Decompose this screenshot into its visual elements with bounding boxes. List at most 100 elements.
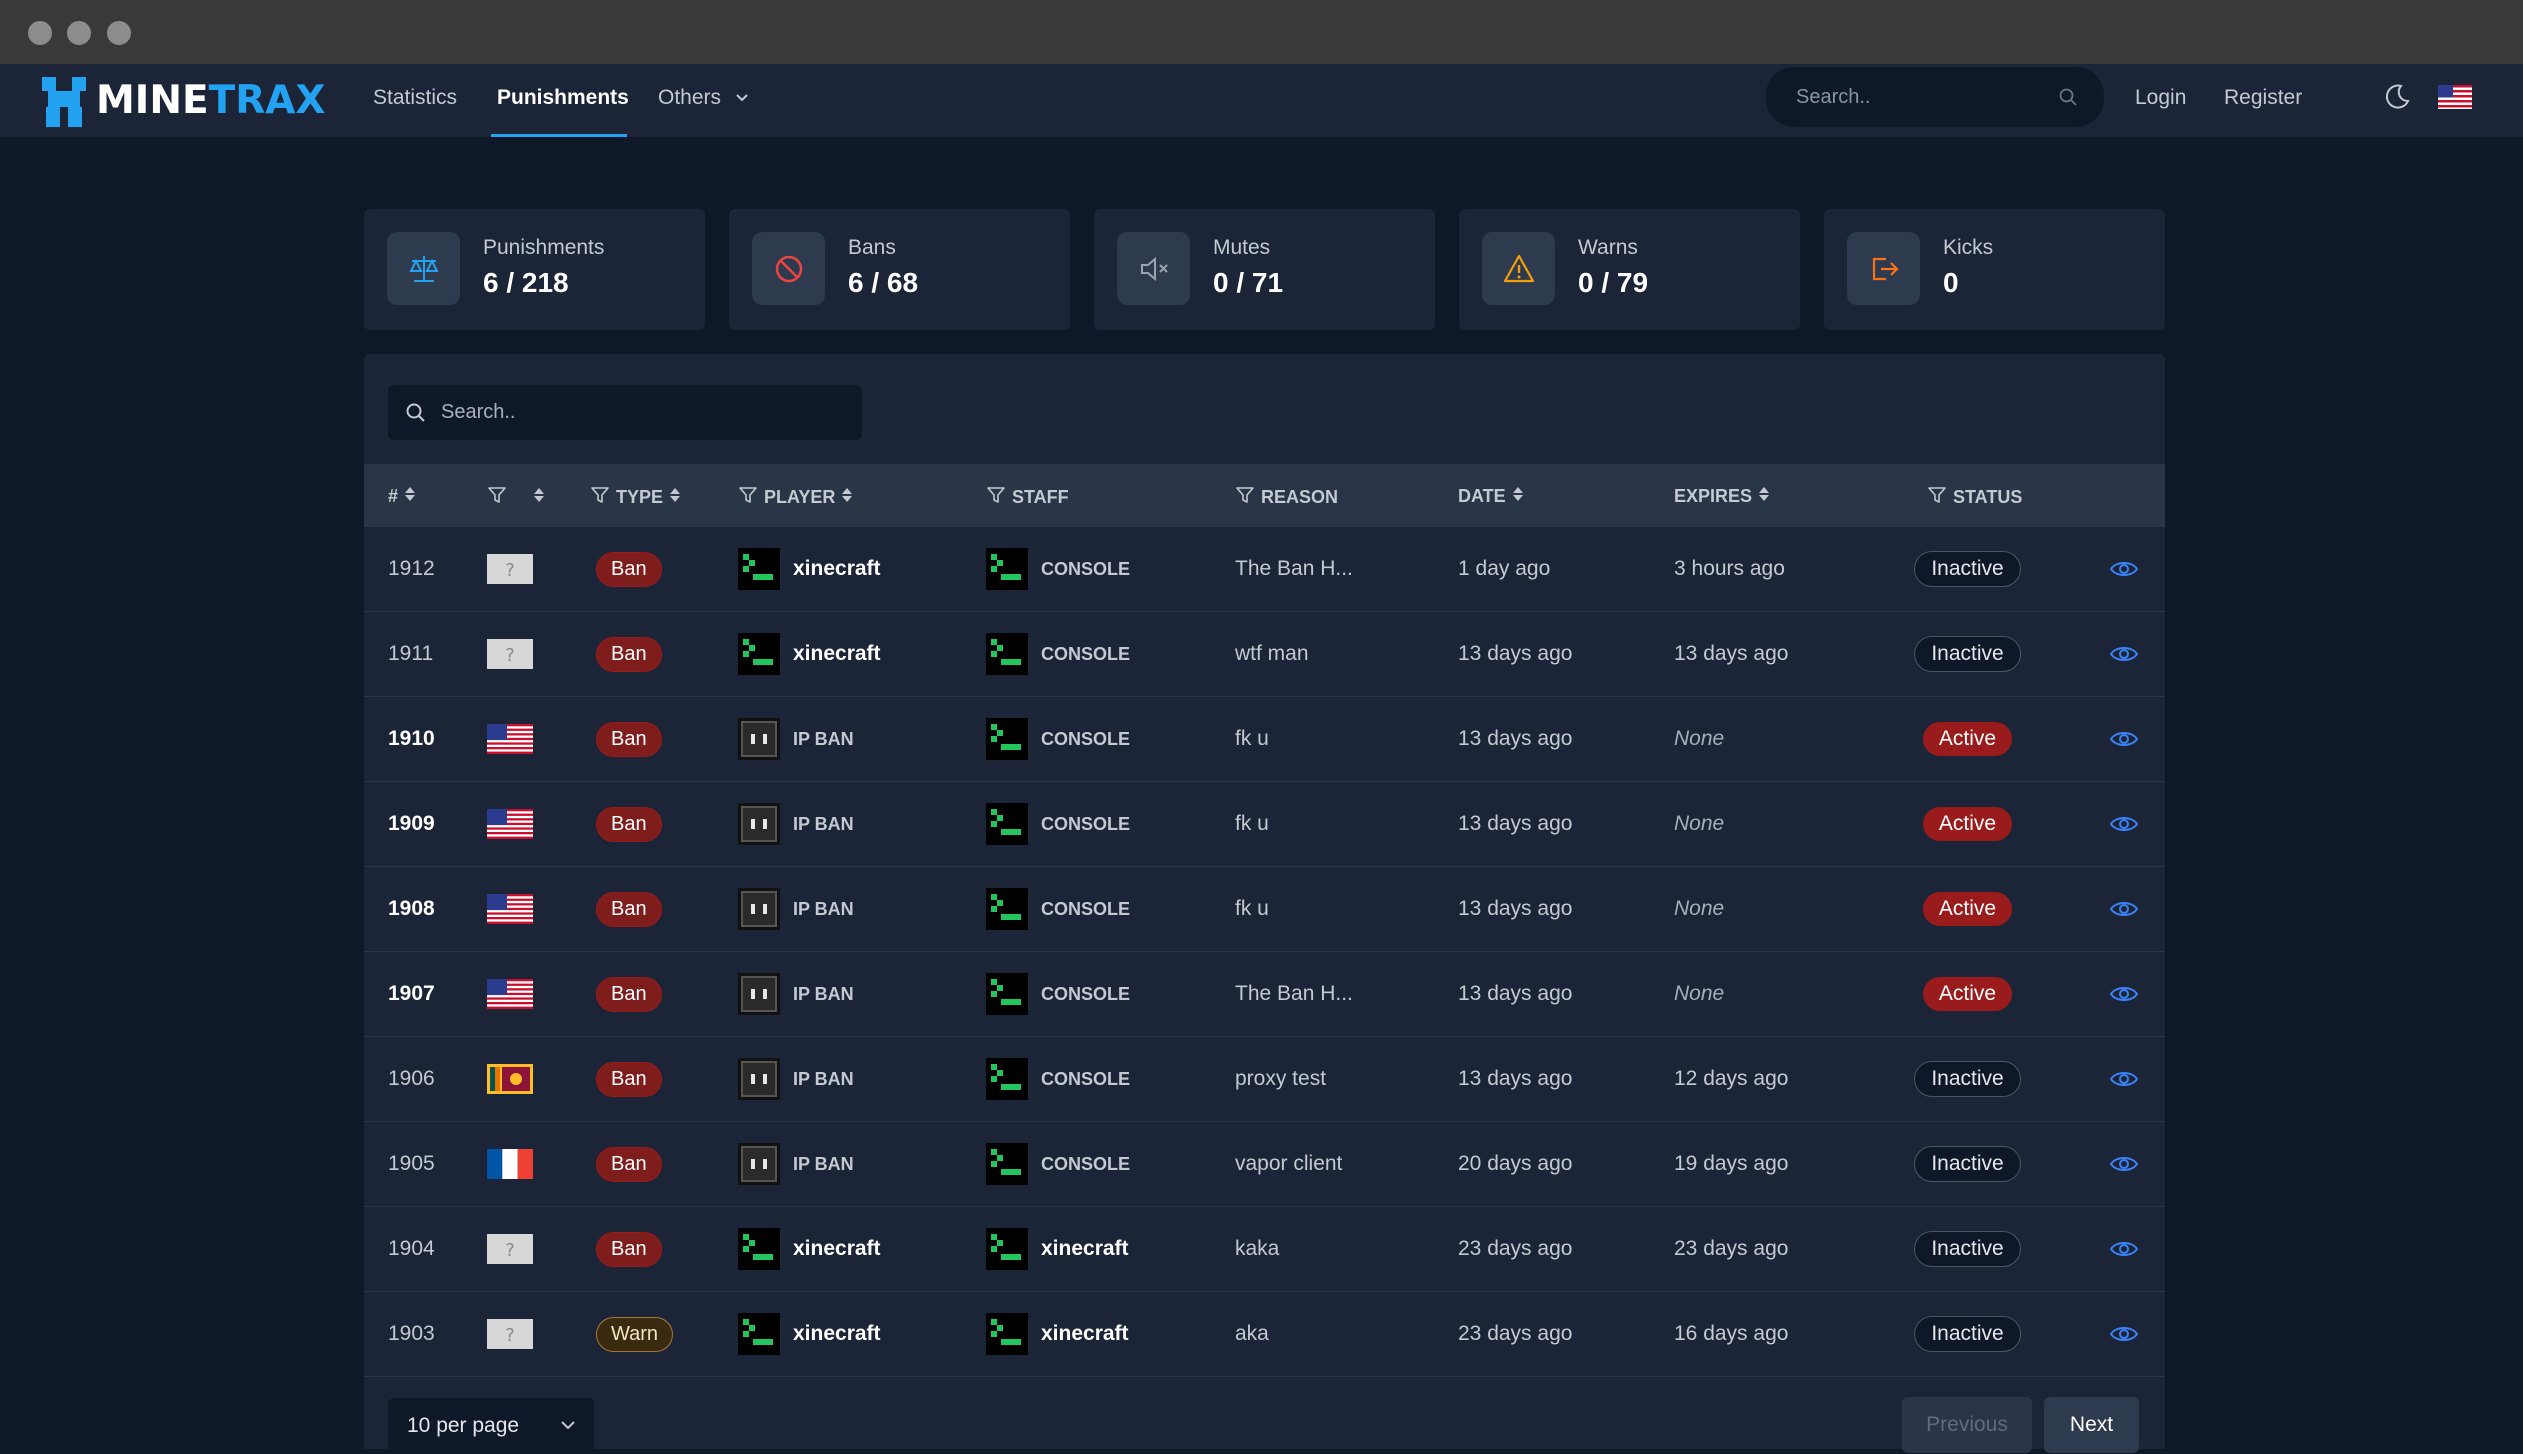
filter-icon[interactable] (1927, 485, 1947, 510)
table-row[interactable]: 1908 Ban IP BAN CONSOLE fk u 13 days ago None A… (364, 867, 2165, 952)
staff-cell[interactable]: CONSOLE (986, 1037, 1130, 1121)
player-cell[interactable]: IP BAN (738, 782, 854, 866)
nav-statistics-link[interactable]: Statistics (373, 86, 458, 109)
status-cell: Inactive (1914, 1122, 2021, 1206)
staff-cell[interactable]: CONSOLE (986, 527, 1130, 611)
sort-icon[interactable] (841, 486, 853, 509)
col-reason-header[interactable]: REASON (1235, 485, 1338, 510)
player-cell[interactable]: IP BAN (738, 1037, 854, 1121)
view-eye-icon[interactable] (2109, 527, 2139, 611)
close-window-button[interactable] (28, 21, 52, 45)
svg-text:?: ? (505, 1325, 515, 1346)
col-player-header[interactable]: PLAYER (738, 485, 853, 510)
brand-name: MINETRAX (96, 77, 326, 123)
staff-cell[interactable]: CONSOLE (986, 612, 1130, 696)
player-avatar (738, 1228, 780, 1270)
per-page-select[interactable]: 10 per page (388, 1398, 594, 1454)
language-flag-us-icon[interactable] (2438, 85, 2472, 109)
stat-value: 0 (1943, 267, 1959, 298)
staff-cell[interactable]: CONSOLE (986, 1122, 1130, 1206)
table-row[interactable]: 1910 Ban IP BAN CONSOLE fk u 13 days ago None A… (364, 697, 2165, 782)
player-cell[interactable]: xinecraft (738, 612, 881, 696)
col-id-header[interactable]: # (388, 485, 416, 508)
view-eye-icon[interactable] (2109, 1122, 2139, 1206)
staff-cell[interactable]: CONSOLE (986, 697, 1130, 781)
table-row[interactable]: 1905 Ban IP BAN CONSOLE vapor client 20 days … (364, 1122, 2165, 1207)
date-text: 13 days ago (1458, 982, 1573, 1005)
player-cell[interactable]: xinecraft (738, 1292, 881, 1376)
table-row[interactable]: 1904? Ban xinecraft xinecraft kaka 23 days ag… (364, 1207, 2165, 1292)
player-cell[interactable]: xinecraft (738, 1207, 881, 1291)
punishment-id: 1905 (388, 1152, 435, 1175)
expires-text: None (1674, 812, 1725, 835)
dark-mode-moon-icon[interactable] (2383, 83, 2411, 111)
col-expires-header[interactable]: EXPIRES (1674, 485, 1770, 508)
col-staff-header[interactable]: STAFF (986, 485, 1069, 510)
country-flag-icon: ? (487, 612, 533, 696)
table-row[interactable]: 1907 Ban IP BAN CONSOLE The Ban H... 13 days … (364, 952, 2165, 1037)
view-eye-icon[interactable] (2109, 1292, 2139, 1376)
type-cell: Ban (596, 782, 662, 866)
view-eye-icon[interactable] (2109, 1207, 2139, 1291)
expires-text: 13 days ago (1674, 642, 1789, 665)
staff-cell[interactable]: xinecraft (986, 1207, 1129, 1291)
reason-text: fk u (1235, 812, 1269, 835)
staff-cell[interactable]: CONSOLE (986, 867, 1130, 951)
table-search-placeholder: Search.. (441, 401, 516, 423)
sort-icon[interactable] (1512, 485, 1524, 508)
country-flag-icon: ? (487, 1292, 533, 1376)
date-text: 23 days ago (1458, 1237, 1573, 1260)
view-eye-icon[interactable] (2109, 782, 2139, 866)
col-type-header[interactable]: TYPE (590, 485, 681, 510)
filter-icon[interactable] (986, 485, 1006, 510)
filter-icon[interactable] (1235, 485, 1255, 510)
brand-logo[interactable]: MINETRAX (42, 70, 326, 130)
staff-cell[interactable]: xinecraft (986, 1292, 1129, 1376)
expires-text: 16 days ago (1674, 1322, 1789, 1345)
status-cell: Active (1915, 867, 2020, 951)
sort-icon[interactable] (533, 486, 545, 509)
minimize-window-button[interactable] (67, 21, 91, 45)
next-page-button[interactable]: Next (2044, 1397, 2139, 1453)
register-link[interactable]: Register (2224, 86, 2303, 109)
view-eye-icon[interactable] (2109, 952, 2139, 1036)
table-row[interactable]: 1903? Warn xinecraft xinecraft aka 23 days ag… (364, 1292, 2165, 1377)
table-row[interactable]: 1909 Ban IP BAN CONSOLE fk u 13 days ago None A… (364, 782, 2165, 867)
col-status-header[interactable]: STATUS (1927, 485, 2022, 510)
filter-icon[interactable] (487, 485, 507, 510)
view-eye-icon[interactable] (2109, 867, 2139, 951)
table-row[interactable]: 1912? Ban xinecraft CONSOLE The Ban H... 1 da… (364, 527, 2165, 612)
table-row[interactable]: 1906 Ban IP BAN CONSOLE proxy test 13 days ag… (364, 1037, 2165, 1122)
staff-avatar (986, 633, 1028, 675)
col-date-header[interactable]: DATE (1458, 485, 1524, 508)
previous-page-button[interactable]: Previous (1902, 1397, 2032, 1453)
nav-punishments-link[interactable]: Punishments (497, 86, 629, 109)
col-country-header[interactable] (487, 485, 545, 510)
player-avatar (738, 1058, 780, 1100)
staff-name: CONSOLE (1041, 1153, 1131, 1174)
sort-icon[interactable] (669, 486, 681, 509)
staff-cell[interactable]: CONSOLE (986, 952, 1130, 1036)
view-eye-icon[interactable] (2109, 612, 2139, 696)
player-cell[interactable]: IP BAN (738, 697, 854, 781)
player-cell[interactable]: IP BAN (738, 867, 854, 951)
table-search-input[interactable]: Search.. (388, 385, 862, 440)
type-cell: Ban (596, 1122, 662, 1206)
player-cell[interactable]: xinecraft (738, 527, 881, 611)
sort-icon[interactable] (1758, 485, 1770, 508)
stat-value: 6 / 218 (483, 267, 569, 298)
view-eye-icon[interactable] (2109, 1037, 2139, 1121)
player-cell[interactable]: IP BAN (738, 1122, 854, 1206)
filter-icon[interactable] (738, 485, 758, 510)
sort-icon[interactable] (404, 485, 416, 508)
nav-others-dropdown[interactable]: Others (658, 86, 749, 110)
table-row[interactable]: 1911? Ban xinecraft CONSOLE wtf man 13 days a… (364, 612, 2165, 697)
filter-icon[interactable] (590, 485, 610, 510)
player-cell[interactable]: IP BAN (738, 952, 854, 1036)
status-badge: Active (1922, 892, 2013, 926)
login-link[interactable]: Login (2135, 86, 2187, 109)
view-eye-icon[interactable] (2109, 697, 2139, 781)
staff-cell[interactable]: CONSOLE (986, 782, 1130, 866)
global-search-input[interactable]: Search.. (1766, 67, 2104, 127)
maximize-window-button[interactable] (107, 21, 131, 45)
